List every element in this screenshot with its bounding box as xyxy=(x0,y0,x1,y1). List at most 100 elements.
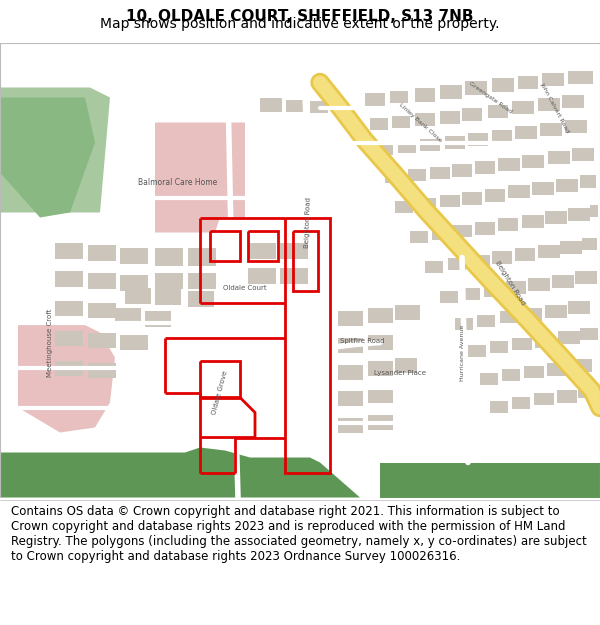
Polygon shape xyxy=(188,272,216,289)
Text: 10, OLDALE COURT, SHEFFIELD, S13 7NB: 10, OLDALE COURT, SHEFFIELD, S13 7NB xyxy=(126,9,474,24)
Polygon shape xyxy=(155,122,245,232)
Polygon shape xyxy=(512,396,530,409)
Polygon shape xyxy=(120,334,148,349)
Polygon shape xyxy=(518,76,538,89)
Polygon shape xyxy=(395,357,417,372)
Polygon shape xyxy=(368,361,393,376)
Polygon shape xyxy=(395,201,413,212)
Polygon shape xyxy=(420,139,440,151)
Polygon shape xyxy=(0,88,110,212)
Polygon shape xyxy=(558,331,580,344)
Polygon shape xyxy=(465,81,487,94)
Polygon shape xyxy=(545,304,567,318)
Polygon shape xyxy=(370,118,388,129)
Polygon shape xyxy=(338,391,363,406)
Text: Hurricane Avenue: Hurricane Avenue xyxy=(460,324,464,381)
Polygon shape xyxy=(582,238,597,249)
Polygon shape xyxy=(338,364,363,379)
Polygon shape xyxy=(248,268,276,284)
Polygon shape xyxy=(498,217,518,231)
Polygon shape xyxy=(568,208,590,221)
Polygon shape xyxy=(368,414,393,429)
Polygon shape xyxy=(440,84,462,99)
Polygon shape xyxy=(395,304,420,319)
Polygon shape xyxy=(338,338,363,352)
Polygon shape xyxy=(557,389,577,402)
Polygon shape xyxy=(88,272,116,289)
Polygon shape xyxy=(55,271,83,286)
Polygon shape xyxy=(125,288,151,304)
Text: Balmoral Care Home: Balmoral Care Home xyxy=(139,178,218,187)
Polygon shape xyxy=(556,179,578,191)
Polygon shape xyxy=(398,141,416,152)
Text: Oldale Court: Oldale Court xyxy=(223,284,267,291)
Polygon shape xyxy=(492,129,512,142)
Polygon shape xyxy=(88,362,116,378)
Polygon shape xyxy=(515,126,537,139)
Polygon shape xyxy=(188,291,214,306)
Polygon shape xyxy=(568,71,593,84)
Polygon shape xyxy=(545,211,567,224)
Polygon shape xyxy=(452,164,472,176)
Polygon shape xyxy=(88,244,116,261)
Text: Lysander Place: Lysander Place xyxy=(374,369,426,376)
Polygon shape xyxy=(368,388,393,402)
Text: Contains OS data © Crown copyright and database right 2021. This information is : Contains OS data © Crown copyright and d… xyxy=(11,505,587,563)
Text: Meetinghouse Croft: Meetinghouse Croft xyxy=(47,308,53,377)
Polygon shape xyxy=(477,314,495,326)
Polygon shape xyxy=(432,228,450,239)
Polygon shape xyxy=(560,241,582,254)
Polygon shape xyxy=(512,101,534,114)
Polygon shape xyxy=(55,361,83,376)
Polygon shape xyxy=(188,248,216,266)
Text: Spitfire Road: Spitfire Road xyxy=(340,338,385,344)
Polygon shape xyxy=(410,231,428,242)
Polygon shape xyxy=(508,184,530,198)
Polygon shape xyxy=(155,289,181,304)
Polygon shape xyxy=(534,392,554,404)
Polygon shape xyxy=(548,151,570,164)
Polygon shape xyxy=(490,341,508,352)
Polygon shape xyxy=(280,242,308,259)
Polygon shape xyxy=(390,91,408,103)
Polygon shape xyxy=(338,311,363,326)
Text: Beighton Road: Beighton Road xyxy=(304,197,312,248)
Polygon shape xyxy=(484,284,504,296)
Polygon shape xyxy=(408,169,426,181)
Text: Greengate Road: Greengate Road xyxy=(467,81,512,114)
Polygon shape xyxy=(88,302,116,318)
Polygon shape xyxy=(475,161,495,174)
Polygon shape xyxy=(468,344,486,356)
Polygon shape xyxy=(445,136,465,149)
Polygon shape xyxy=(485,189,505,201)
Polygon shape xyxy=(547,362,567,376)
Polygon shape xyxy=(55,331,83,346)
Polygon shape xyxy=(578,386,598,398)
Polygon shape xyxy=(568,301,590,314)
Polygon shape xyxy=(88,332,116,348)
Polygon shape xyxy=(430,166,450,179)
Polygon shape xyxy=(538,98,560,111)
Text: Map shows position and indicative extent of the property.: Map shows position and indicative extent… xyxy=(100,18,500,31)
Polygon shape xyxy=(572,148,594,161)
Polygon shape xyxy=(440,291,458,302)
Polygon shape xyxy=(580,328,598,339)
Polygon shape xyxy=(580,174,596,188)
Polygon shape xyxy=(120,248,148,264)
Polygon shape xyxy=(532,181,554,194)
Polygon shape xyxy=(522,214,544,228)
Polygon shape xyxy=(18,322,115,432)
Polygon shape xyxy=(468,132,488,146)
Polygon shape xyxy=(462,107,482,121)
Polygon shape xyxy=(365,92,385,106)
Polygon shape xyxy=(565,119,587,132)
Polygon shape xyxy=(490,401,508,412)
Polygon shape xyxy=(310,101,328,112)
Polygon shape xyxy=(535,334,555,348)
Polygon shape xyxy=(552,274,574,288)
Polygon shape xyxy=(462,191,482,204)
Polygon shape xyxy=(368,334,393,349)
Polygon shape xyxy=(488,104,508,118)
Polygon shape xyxy=(470,254,490,266)
Polygon shape xyxy=(415,112,435,126)
